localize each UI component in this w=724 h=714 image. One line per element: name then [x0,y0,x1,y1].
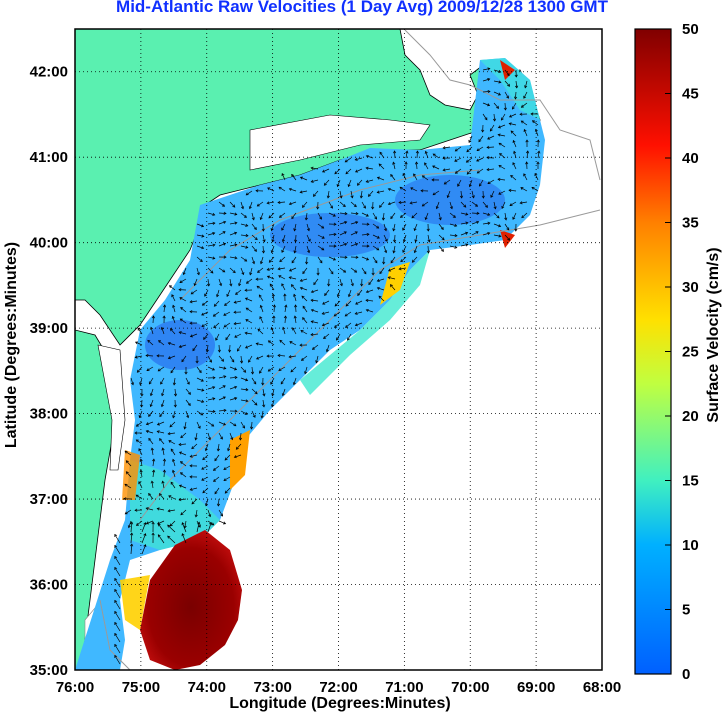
x-tick-label: 74:00 [188,679,226,696]
colorbar-tick-label: 10 [682,537,699,554]
y-tick-label: 35:00 [30,662,68,679]
x-tick-label: 75:00 [122,679,160,696]
colorbar-tick-label: 25 [682,344,699,361]
velocity-arrows [114,67,541,665]
colorbar-tick-label: 20 [682,408,699,425]
y-tick-labels: 42:00 41:00 40:00 39:00 38:00 37:00 36:00 35:00 [30,64,68,679]
y-tick-label: 41:00 [30,149,68,166]
colorbar-tick-label: 30 [682,279,699,296]
colorbar-tick-label: 35 [682,215,699,232]
y-axis-label: Latitude (Degrees:Minutes) [3,242,20,448]
x-tick-label: 68:00 [583,679,621,696]
x-tick-label: 70:00 [451,679,489,696]
grid-lines [75,29,602,670]
y-tick-label: 36:00 [30,577,68,594]
gulf-stream [140,530,242,670]
x-tick-label: 76:00 [56,679,94,696]
colorbar-tick-label: 45 [682,86,699,103]
plot-frame [74,28,603,671]
colorbar-tick-label: 50 [682,21,699,38]
colorbar-tick-label: 5 [682,602,690,619]
colorbar-label: Surface Velocity (cm/s) [705,247,722,422]
x-tick-label: 69:00 [517,679,555,696]
map-title: Mid-Atlantic Raw Velocities (1 Day Avg) … [116,0,608,16]
y-tick-label: 42:00 [30,64,68,81]
x-axis-label: Longitude (Degrees:Minutes) [229,695,450,712]
y-tick-label: 38:00 [30,406,68,423]
colorbar-tick-label: 15 [682,473,699,490]
x-tick-label: 71:00 [385,679,423,696]
colorbar-tick-label: 40 [682,150,699,167]
x-tick-label: 73:00 [253,679,291,696]
colorbar-tick-label: 0 [682,666,690,683]
y-tick-label: 39:00 [30,320,68,337]
land-north [75,29,541,346]
y-tick-label: 40:00 [30,235,68,252]
y-tick-label: 37:00 [30,491,68,508]
x-tick-label: 72:00 [319,679,357,696]
x-tick-labels: 76:00 75:00 74:00 73:00 72:00 71:00 70:00 69:00… [56,679,621,696]
